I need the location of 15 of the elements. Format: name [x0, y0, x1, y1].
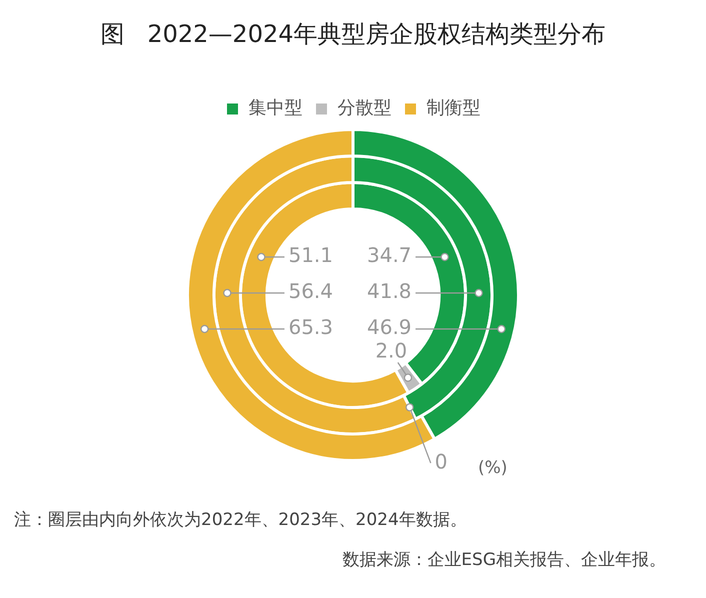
text: (%): [478, 458, 508, 478]
data-label: 51.1: [288, 243, 333, 268]
data-label: 46.9: [367, 315, 412, 340]
data-label: 34.7: [367, 243, 412, 268]
data-label: 56.4: [288, 279, 333, 304]
data-label: 41.8: [367, 279, 412, 304]
legend-label: 分散型: [338, 98, 392, 119]
data-label: 65.3: [288, 315, 333, 340]
source-note: 数据来源：企业ESG相关报告、企业年报。: [342, 549, 666, 571]
legend-label: 制衡型: [426, 98, 480, 119]
text: 0: [434, 449, 448, 474]
legend-label: 集中型: [248, 98, 302, 119]
data-label: 2.0: [375, 338, 408, 363]
chart-title: 图 2022—2024年典型房企股权结构类型分布: [99, 19, 607, 50]
text: 注：圈层由内向外依次为2022年、2023年、2024年数据。: [14, 509, 467, 531]
